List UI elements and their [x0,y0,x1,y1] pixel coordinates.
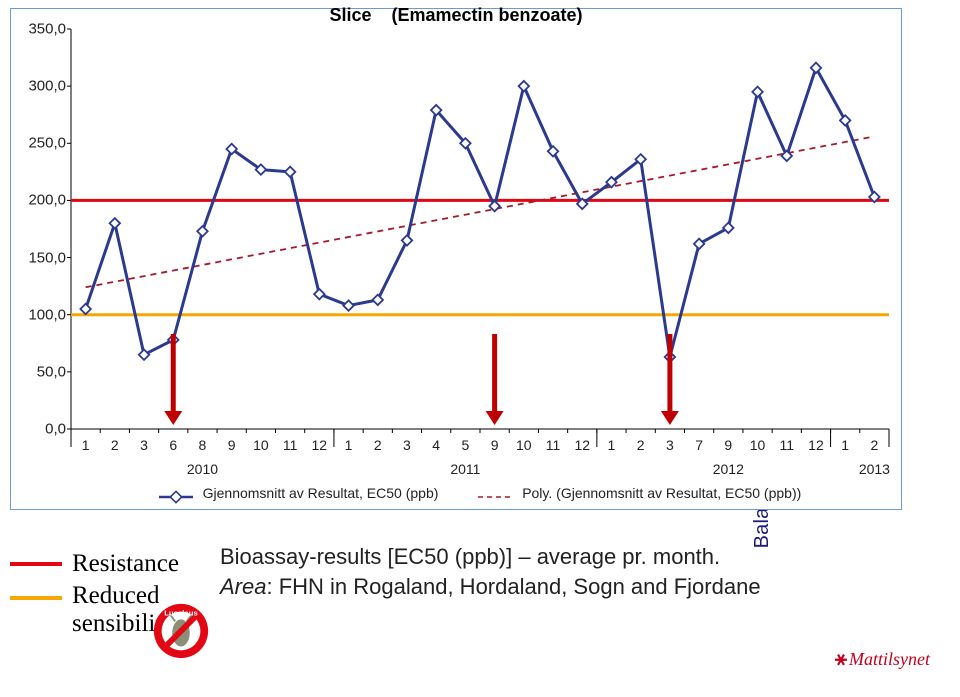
x-axis-years: 2010 2011 2012 2013 [71,461,889,481]
x-month-label: 12 [312,437,328,453]
x-month-label: 7 [695,437,703,453]
legend-resistance-label: Resistance [72,550,179,578]
x-month-label: 9 [724,437,732,453]
chart-legend: Gjennomsnitt av Resultat, EC50 (ppb) Pol… [71,485,889,505]
x-month-label: 1 [841,437,849,453]
x-month-label: 9 [228,437,236,453]
bioassay-caption: Bioassay-results [EC50 (ppb)] – average … [220,542,761,601]
bioassay-area-em: Area [220,574,266,599]
legend-trend-label: Poly. (Gjennomsnitt av Resultat, EC50 (p… [522,485,801,501]
x-year-label: 2011 [450,461,480,477]
y-tick-label: 300,0 [11,78,66,95]
x-month-label: 2 [374,437,382,453]
x-month-label: 3 [140,437,148,453]
x-month-label: 3 [403,437,411,453]
legend-trend-mark [478,489,512,499]
legend-series-label: Gjennomsnitt av Resultat, EC50 (ppb) [203,485,439,501]
plot-area [71,29,889,429]
x-month-label: 10 [750,437,766,453]
x-month-label: 2 [111,437,119,453]
x-month-label: 9 [491,437,499,453]
x-month-label: 12 [808,437,824,453]
legend-reduced-bar [10,596,62,600]
y-tick-label: 0,0 [11,421,66,438]
x-year-label: 2010 [187,461,218,477]
x-axis-months: 1236891011121234591011121237910111212 [71,437,889,457]
x-month-label: 10 [253,437,269,453]
legend-resistance: Resistance [10,550,212,578]
svg-text:Lusalaus: Lusalaus [164,609,198,618]
legend-series-mark [159,489,193,499]
x-month-label: 1 [82,437,90,453]
bioassay-line1: Bioassay-results [EC50 (ppb)] – average … [220,544,720,569]
y-tick-label: 50,0 [11,363,66,380]
chart-title-b: (Emamectin benzoate) [392,5,583,25]
x-month-label: 6 [169,437,177,453]
x-month-label: 11 [283,437,298,453]
legend-resistance-bar [10,562,62,566]
x-month-label: 1 [608,437,616,453]
slide: Balansere formål / hensyn i Luseregelver… [0,0,960,697]
legend-series: Gjennomsnitt av Resultat, EC50 (ppb) [159,485,439,501]
legend-trend: Poly. (Gjennomsnitt av Resultat, EC50 (p… [478,485,801,501]
x-month-label: 8 [199,437,207,453]
chart-title-a: Slice [329,5,371,25]
y-tick-label: 150,0 [11,249,66,266]
x-month-label: 12 [574,437,590,453]
chart-title: Slice (Emamectin benzoate) [11,5,901,26]
y-tick-label: 200,0 [11,192,66,209]
mattilsynet-text: Mattilsynet [849,649,930,669]
x-month-label: 10 [516,437,532,453]
x-year-label: 2013 [859,461,890,477]
bioassay-area-rest: : FHN in Rogaland, Hordaland, Sogn and F… [266,574,760,599]
x-month-label: 11 [546,437,561,453]
x-month-label: 2 [637,437,645,453]
chart-svg [71,29,889,429]
x-month-label: 5 [461,437,469,453]
chart-frame: Slice (Emamectin benzoate) 0,0 50,0 100,0 1… [10,8,902,510]
y-tick-label: 100,0 [11,306,66,323]
x-month-label: 1 [345,437,353,453]
lusalaus-badge: Lusalaus [150,600,212,662]
x-month-label: 3 [666,437,674,453]
y-tick-label: 250,0 [11,135,66,152]
x-month-label: 11 [779,437,794,453]
y-tick-label: 350,0 [11,21,66,38]
x-year-label: 2012 [713,461,744,477]
mattilsynet-logo: ⚹Mattilsynet [835,648,930,671]
x-month-label: 2 [870,437,878,453]
x-month-label: 4 [432,437,440,453]
